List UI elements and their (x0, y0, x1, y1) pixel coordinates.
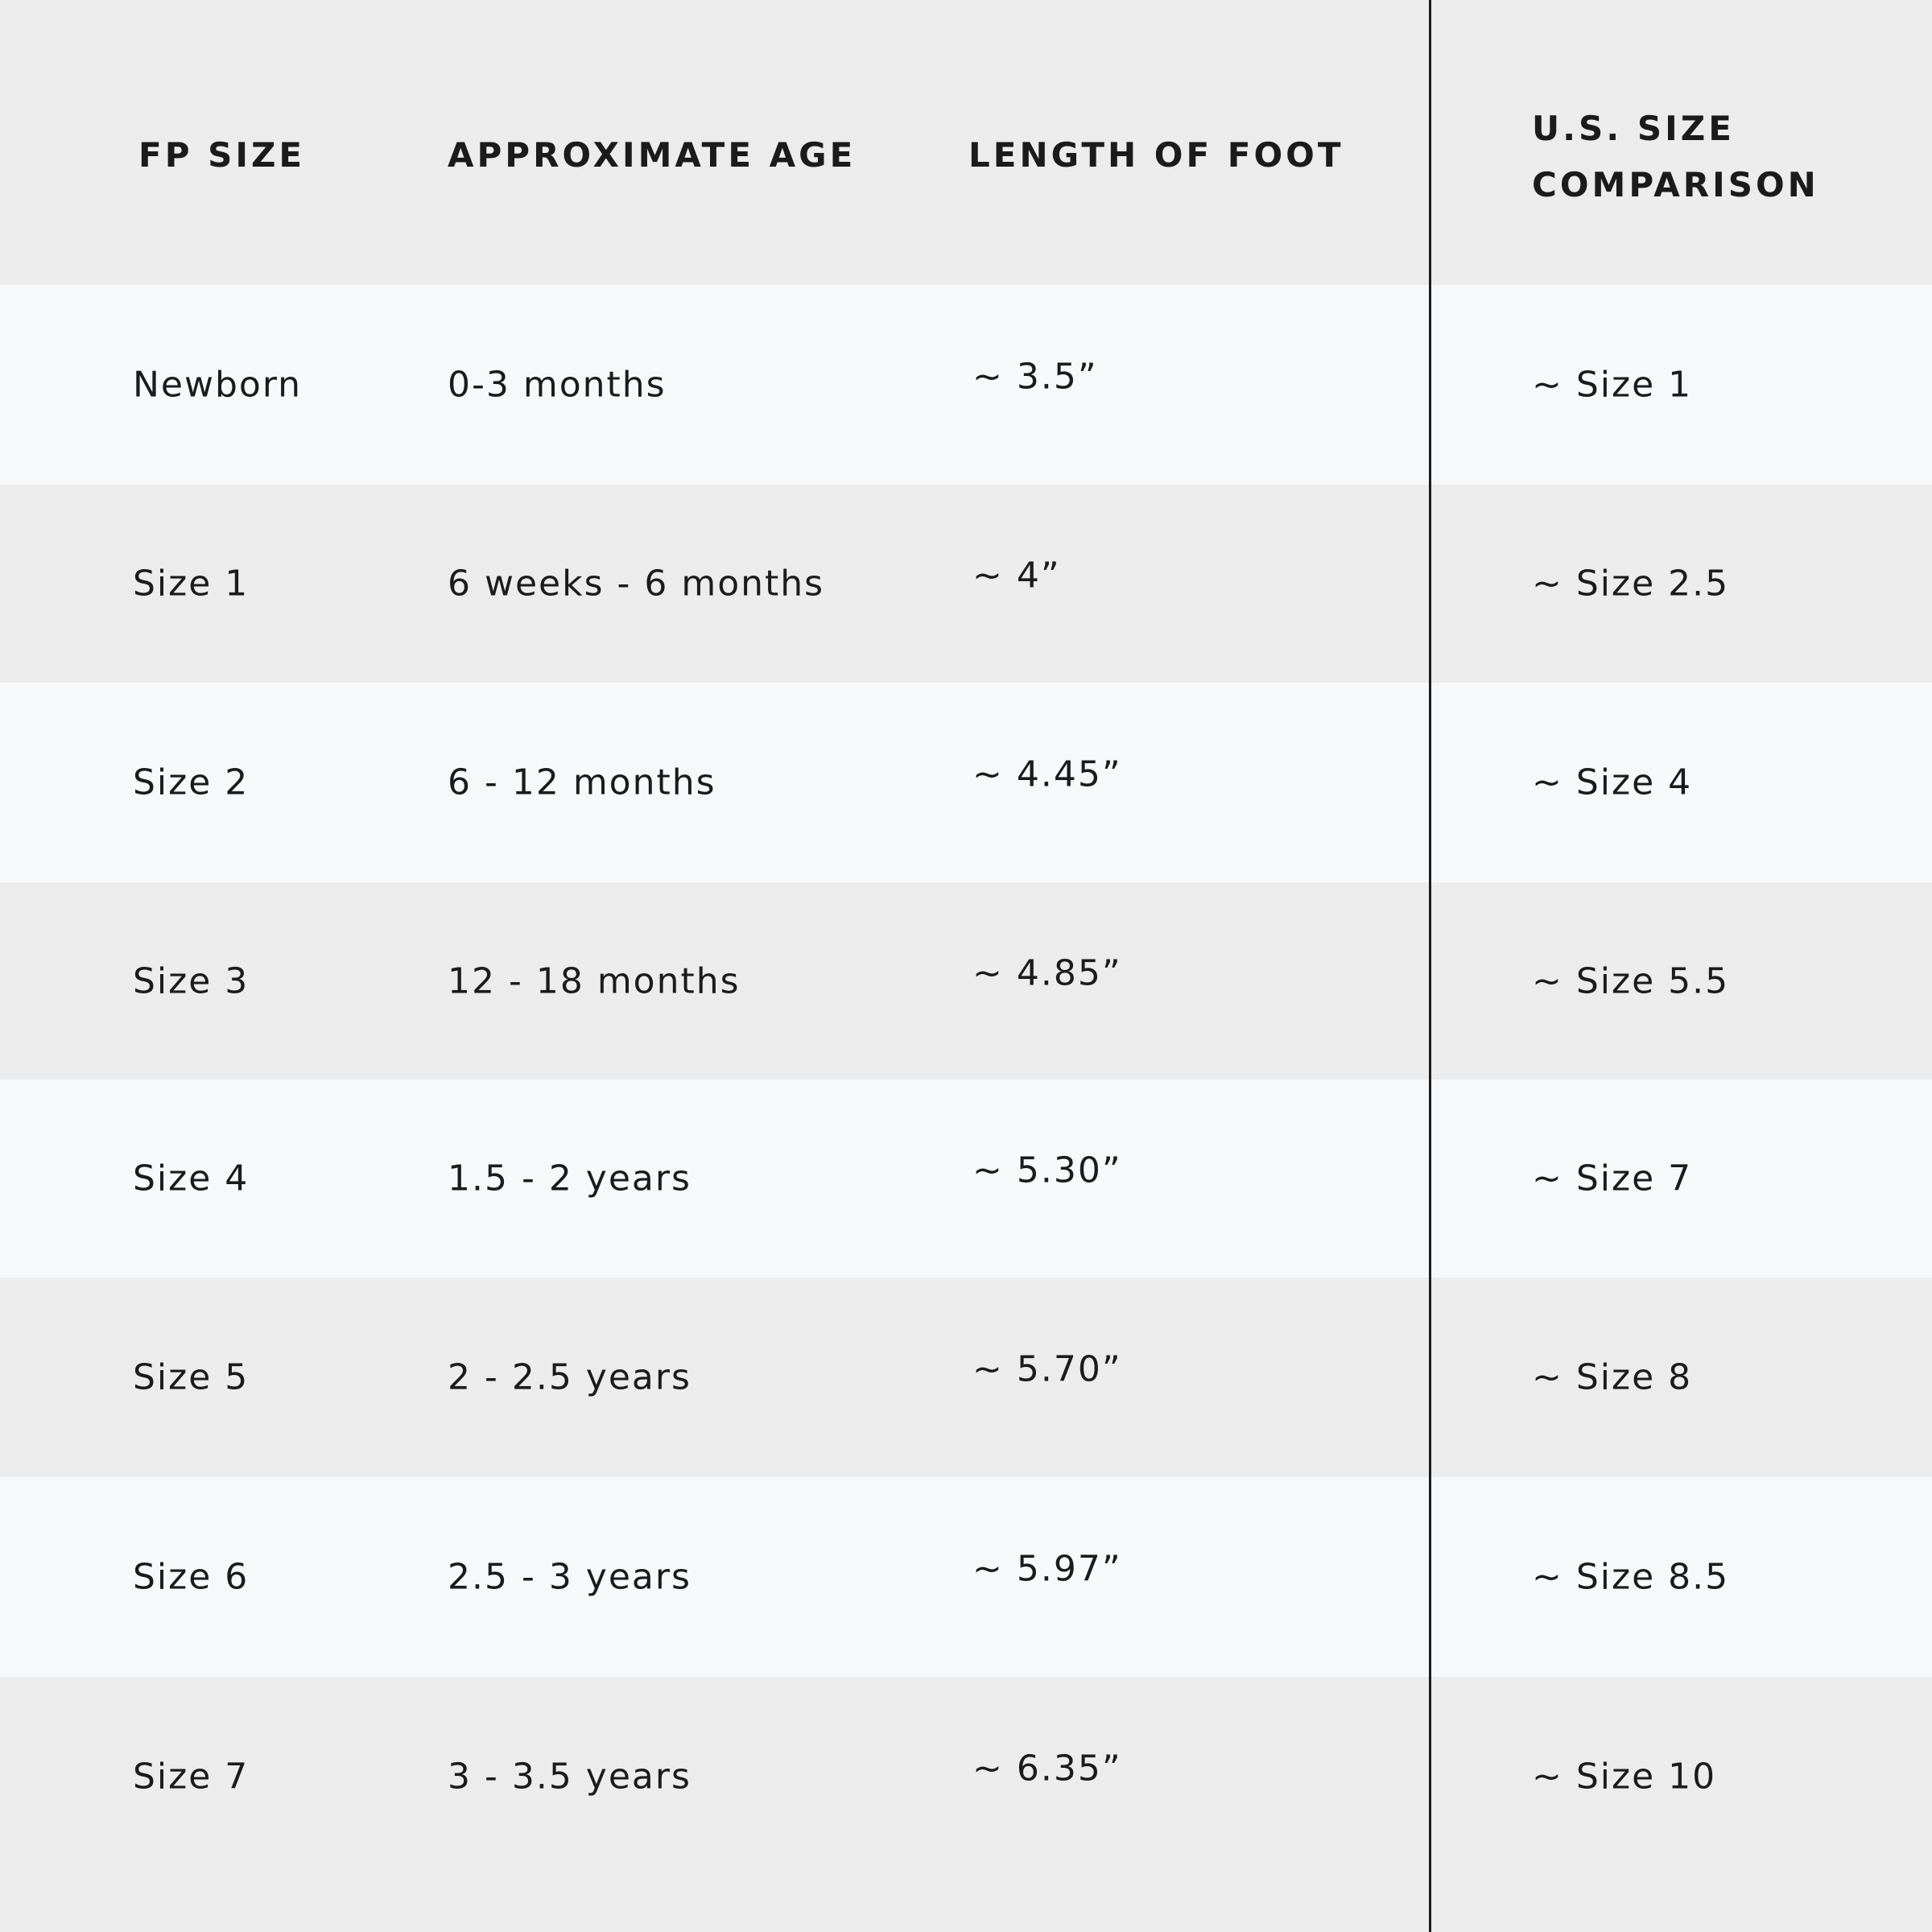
cell-fp-size: Size 3 (133, 960, 250, 1001)
cell-us-size: ~ Size 4 (1532, 762, 1693, 803)
cell-us-size: ~ Size 8 (1532, 1356, 1693, 1398)
cell-fp-size: Size 2 (133, 762, 250, 803)
header-us-size-line1: U.S. SIZE (1532, 109, 1735, 148)
table-row: Size 5 2 - 2.5 years ~ 5.70” ~ Size 8 (0, 1278, 1932, 1477)
header-approximate-age: APPROXIMATE AGE (448, 135, 857, 175)
cell-fp-size: Newborn (133, 364, 303, 406)
cell-approximate-age: 0-3 months (448, 364, 667, 406)
cell-us-size: ~ Size 2.5 (1532, 563, 1730, 605)
table-row: Size 4 1.5 - 2 years ~ 5.30” ~ Size 7 (0, 1080, 1932, 1278)
table-row: Size 6 2.5 - 3 years ~ 5.97” ~ Size 8.5 (0, 1477, 1932, 1677)
cell-length-of-foot: ~ 5.30” (972, 1150, 1122, 1191)
table-row: Newborn 0-3 months ~ 3.5” ~ Size 1 (0, 285, 1932, 485)
cell-fp-size: Size 6 (133, 1556, 250, 1598)
column-divider (1429, 0, 1431, 1932)
cell-length-of-foot: ~ 3.5” (972, 356, 1098, 398)
table-row: Size 3 12 - 18 months ~ 4.85” ~ Size 5.5 (0, 882, 1932, 1080)
header-length-of-foot: LENGTH OF FOOT (968, 135, 1344, 175)
cell-length-of-foot: ~ 4.85” (972, 952, 1122, 993)
cell-approximate-age: 1.5 - 2 years (448, 1158, 691, 1199)
cell-fp-size: Size 4 (133, 1158, 250, 1199)
table-row: Size 7 3 - 3.5 years ~ 6.35” ~ Size 10 (0, 1677, 1932, 1932)
header-us-size-line2: COMPARISON (1532, 165, 1819, 204)
cell-length-of-foot: ~ 6.35” (972, 1748, 1122, 1789)
table-row: Size 1 6 weeks - 6 months ~ 4” ~ Size 2.5 (0, 485, 1932, 683)
table-row: Size 2 6 - 12 months ~ 4.45” ~ Size 4 (0, 683, 1932, 882)
cell-fp-size: Size 1 (133, 563, 250, 605)
cell-approximate-age: 2.5 - 3 years (448, 1556, 691, 1598)
cell-fp-size: Size 7 (133, 1756, 250, 1797)
cell-approximate-age: 3 - 3.5 years (448, 1756, 691, 1797)
cell-approximate-age: 2 - 2.5 years (448, 1356, 691, 1398)
cell-approximate-age: 6 - 12 months (448, 762, 716, 803)
cell-us-size: ~ Size 5.5 (1532, 960, 1730, 1001)
cell-us-size: ~ Size 8.5 (1532, 1556, 1730, 1598)
cell-us-size: ~ Size 10 (1532, 1756, 1717, 1797)
header-fp-size: FP SIZE (138, 135, 306, 175)
cell-us-size: ~ Size 7 (1532, 1158, 1693, 1199)
cell-length-of-foot: ~ 4.45” (972, 753, 1122, 795)
cell-approximate-age: 12 - 18 months (448, 960, 741, 1001)
cell-length-of-foot: ~ 5.97” (972, 1548, 1122, 1590)
cell-length-of-foot: ~ 5.70” (972, 1348, 1122, 1390)
cell-length-of-foot: ~ 4” (972, 555, 1061, 597)
cell-approximate-age: 6 weeks - 6 months (448, 563, 825, 605)
cell-fp-size: Size 5 (133, 1356, 250, 1398)
table-header: FP SIZE APPROXIMATE AGE LENGTH OF FOOT U… (0, 0, 1932, 285)
cell-us-size: ~ Size 1 (1532, 364, 1693, 406)
